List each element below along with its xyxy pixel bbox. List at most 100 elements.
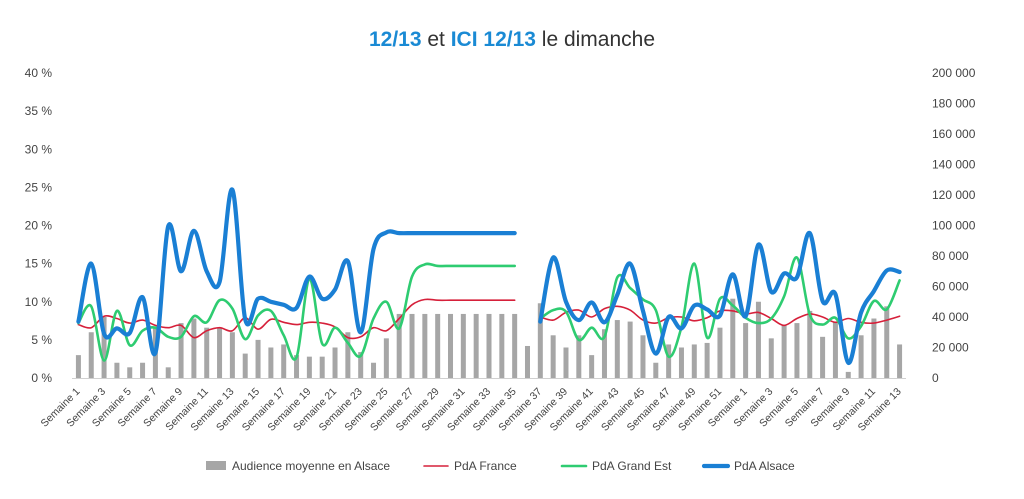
audience-bar — [730, 298, 736, 378]
audience-bar — [743, 323, 749, 378]
audience-bar — [678, 347, 684, 378]
audience-bar — [294, 355, 300, 378]
audience-bar — [217, 327, 223, 378]
audience-bar — [460, 313, 466, 378]
audience-bar — [281, 344, 287, 378]
audience-bar — [422, 313, 428, 378]
right-axis: 0 20 000 40 000 60 000 80 000 100 000 120 000 1… — [932, 66, 976, 385]
audience-bar — [614, 320, 620, 378]
audience-bar — [884, 306, 890, 378]
right-axis-tick-label: 180 000 — [932, 97, 976, 111]
audience-bar — [807, 310, 813, 378]
right-axis-tick-label: 140 000 — [932, 158, 976, 172]
audience-bar — [820, 336, 826, 378]
audience-bar — [627, 321, 633, 378]
audience-bar — [358, 352, 364, 378]
audience-bar — [409, 313, 415, 378]
audience-bar — [242, 353, 248, 378]
legend-swatch — [206, 461, 226, 470]
audience-bar — [88, 332, 94, 378]
audience-bar — [601, 329, 607, 378]
audience-bar — [563, 347, 569, 378]
right-axis-tick-label: 40 000 — [932, 310, 969, 324]
audience-bar — [768, 338, 774, 378]
audience-bar — [576, 335, 582, 378]
legend-pda-alsace: PdA Alsace — [701, 459, 795, 473]
audience-bar — [75, 355, 81, 378]
audience-bar — [255, 339, 261, 378]
audience-bar — [396, 313, 402, 378]
audience-bar — [499, 313, 505, 378]
legend-pda-france: PdA France — [423, 459, 517, 473]
audience-bar — [319, 356, 325, 378]
audience-bar — [448, 313, 454, 378]
legend-label: PdA Grand Est — [592, 459, 672, 473]
right-axis-tick-label: 120 000 — [932, 188, 976, 202]
audience-bar — [781, 324, 787, 378]
legend-label: PdA Alsace — [734, 459, 795, 473]
legend-audience: Audience moyenne en Alsace — [206, 459, 390, 473]
audience-bar — [178, 323, 184, 378]
audience-bar — [640, 335, 646, 378]
left-axis: 0 % 5 % 10 % 15 % 20 % 25 % 30 % 35 % 40 % — [25, 66, 53, 385]
audience-bar — [165, 367, 171, 378]
left-axis-tick-label: 10 % — [25, 295, 53, 309]
audience-bar — [371, 362, 377, 378]
audience-bar — [204, 327, 210, 378]
audience-bar — [845, 371, 851, 378]
audience-bar — [114, 362, 120, 378]
legend-label: PdA France — [454, 459, 517, 473]
audience-bar — [332, 347, 338, 378]
right-axis-tick-label: 80 000 — [932, 249, 969, 263]
audience-bar — [704, 342, 710, 378]
audience-bar — [140, 362, 146, 378]
audience-bar — [871, 318, 877, 378]
audience-bar — [345, 332, 351, 378]
audience-bar — [268, 347, 274, 378]
audience-bar — [229, 332, 235, 378]
right-axis-tick-label: 160 000 — [932, 127, 976, 141]
chart-title-part3: ICI 12/13 — [450, 28, 536, 51]
left-axis-tick-label: 30 % — [25, 142, 53, 156]
right-axis-tick-label: 200 000 — [932, 66, 976, 80]
chart-title-part2: et — [421, 28, 451, 51]
left-axis-tick-label: 5 % — [31, 333, 52, 347]
audience-bar — [127, 367, 133, 378]
audience-bar — [524, 345, 530, 378]
audience-bar — [512, 313, 518, 378]
right-axis-tick-label: 20 000 — [932, 341, 969, 355]
audience-bar — [666, 344, 672, 378]
legend: Audience moyenne en Alsace PdA France PdA … — [206, 459, 795, 473]
audience-bar — [550, 335, 556, 378]
left-axis-tick-label: 40 % — [25, 66, 53, 80]
left-axis-tick-label: 35 % — [25, 104, 53, 118]
left-axis-tick-label: 15 % — [25, 257, 53, 271]
audience-bar — [589, 355, 595, 378]
left-axis-tick-label: 25 % — [25, 180, 53, 194]
audience-bar — [473, 313, 479, 378]
chart-title-part4: le dimanche — [535, 28, 656, 51]
audience-bar — [653, 362, 659, 378]
audience-bar — [537, 303, 543, 378]
legend-pda-grand-est: PdA Grand Est — [560, 459, 672, 473]
legend-label: Audience moyenne en Alsace — [232, 459, 390, 473]
audience-bar — [435, 313, 441, 378]
chart-title-part1: 12/13 — [368, 28, 422, 51]
right-axis-tick-label: 0 — [932, 371, 939, 385]
audience-bars — [75, 298, 903, 378]
right-axis-tick-label: 100 000 — [932, 219, 976, 233]
left-axis-tick-label: 0 % — [31, 371, 52, 385]
audience-bar — [897, 344, 903, 378]
audience-bar — [832, 321, 838, 378]
audience-bar — [858, 335, 864, 378]
audience-bar — [794, 323, 800, 378]
pda-alsace-line — [76, 187, 902, 365]
chart-title: 12/13 et ICI 12/13 le dimanche — [0, 28, 1024, 52]
audience-bar — [691, 344, 697, 378]
audience-bar — [717, 327, 723, 378]
left-axis-tick-label: 20 % — [25, 219, 53, 233]
audience-bar — [383, 338, 389, 378]
audience-bar — [755, 301, 761, 378]
